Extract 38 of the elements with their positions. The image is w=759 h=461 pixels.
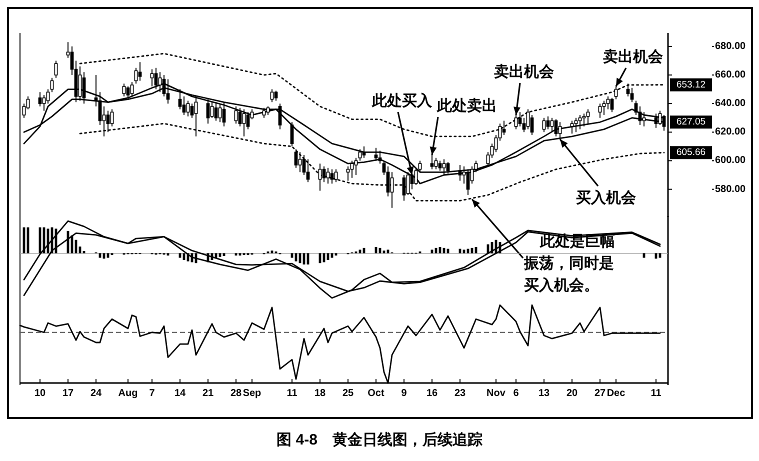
annotation: 此处卖出 — [436, 98, 497, 114]
y-tick-label: 600.00 — [715, 155, 746, 166]
x-tick-label: 23 — [454, 388, 466, 399]
x-tick-label: 17 — [62, 388, 74, 399]
x-tick-label: 14 — [174, 388, 186, 399]
annotation: 此处买入 — [371, 92, 433, 110]
y-tick-label: 620.00 — [715, 126, 746, 138]
x-tick-label: 21 — [202, 388, 214, 399]
data-label: 605.66 — [676, 147, 706, 158]
x-tick-label: Nov — [486, 388, 506, 399]
x-tick-label: 16 — [426, 388, 438, 399]
x-tick-label: 11 — [286, 388, 298, 399]
x-tick-label: 11 — [650, 388, 662, 399]
y-tick-label: 660.00 — [715, 70, 746, 80]
x-tick-label: 7 — [149, 388, 156, 399]
annotation: 买入机会 — [576, 190, 637, 206]
data-label: 653.12 — [676, 79, 706, 90]
x-tick-label: Sep — [242, 388, 262, 399]
x-tick-label: 24 — [90, 388, 102, 399]
annotation: 卖出机会 — [494, 64, 555, 80]
data-label: 627.05 — [676, 116, 706, 128]
x-tick-label: 18 — [314, 388, 326, 399]
x-tick-label: Dec — [606, 388, 626, 399]
x-tick-label: Aug — [118, 388, 138, 399]
y-tick-label: 640.00 — [715, 98, 746, 110]
y-tick-label: 680.00 — [715, 40, 746, 52]
x-tick-label: 9 — [401, 388, 408, 399]
x-tick-label: 20 — [566, 388, 578, 399]
x-tick-label: 27 — [594, 388, 606, 399]
x-tick-label: 28 — [230, 388, 242, 399]
x-tick-label: 13 — [538, 388, 550, 399]
x-tick-label: Oct — [368, 388, 386, 399]
text: 图 4-8 黄金日线图，后续追踪 — [276, 432, 482, 448]
x-tick-label: 6 — [513, 388, 520, 399]
x-tick-label: 25 — [342, 388, 354, 399]
y-tick-label: 580.00 — [715, 184, 746, 195]
annotation: 卖出机会 — [603, 48, 664, 66]
x-tick-label: 10 — [34, 388, 46, 399]
